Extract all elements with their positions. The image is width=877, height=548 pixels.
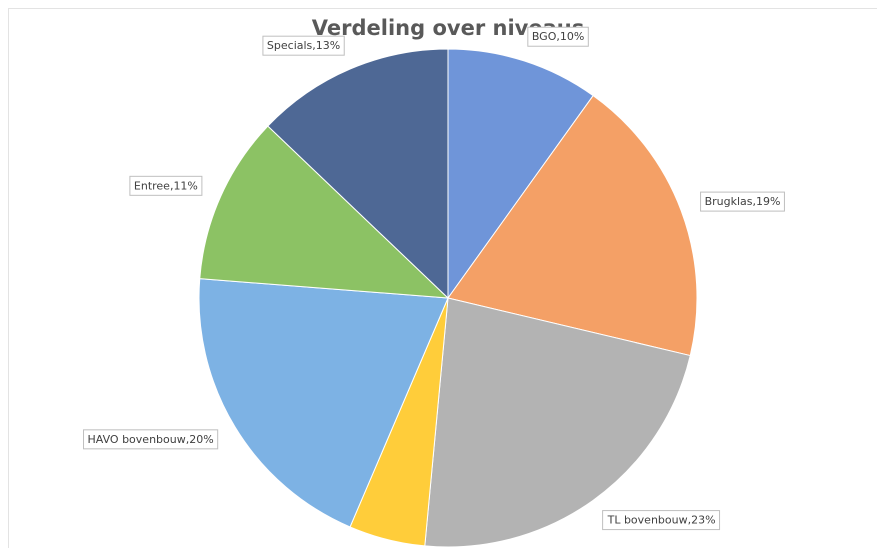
pie-slice: [447, 94, 698, 357]
data-label-box: [129, 175, 203, 196]
data-label: TL bovenbouw,23%: [607, 514, 716, 527]
data-label-box: [527, 26, 589, 47]
pie-slice: [424, 297, 691, 548]
data-label: Specials,13%: [267, 39, 340, 52]
pie-slice: [198, 278, 449, 528]
pie-slice: [447, 48, 594, 300]
data-label-box: [700, 191, 785, 212]
data-label-box: [83, 429, 219, 450]
pie-slice: [199, 125, 450, 299]
data-label: BGO,10%: [532, 30, 584, 43]
data-label: Entree,11%: [134, 179, 198, 192]
data-label: HAVO bovenbouw,20%: [88, 433, 214, 446]
data-label: Brugklas,19%: [705, 195, 781, 208]
pie-slice: [267, 48, 449, 300]
data-label-box: [602, 510, 721, 531]
data-label-box: [262, 35, 345, 56]
